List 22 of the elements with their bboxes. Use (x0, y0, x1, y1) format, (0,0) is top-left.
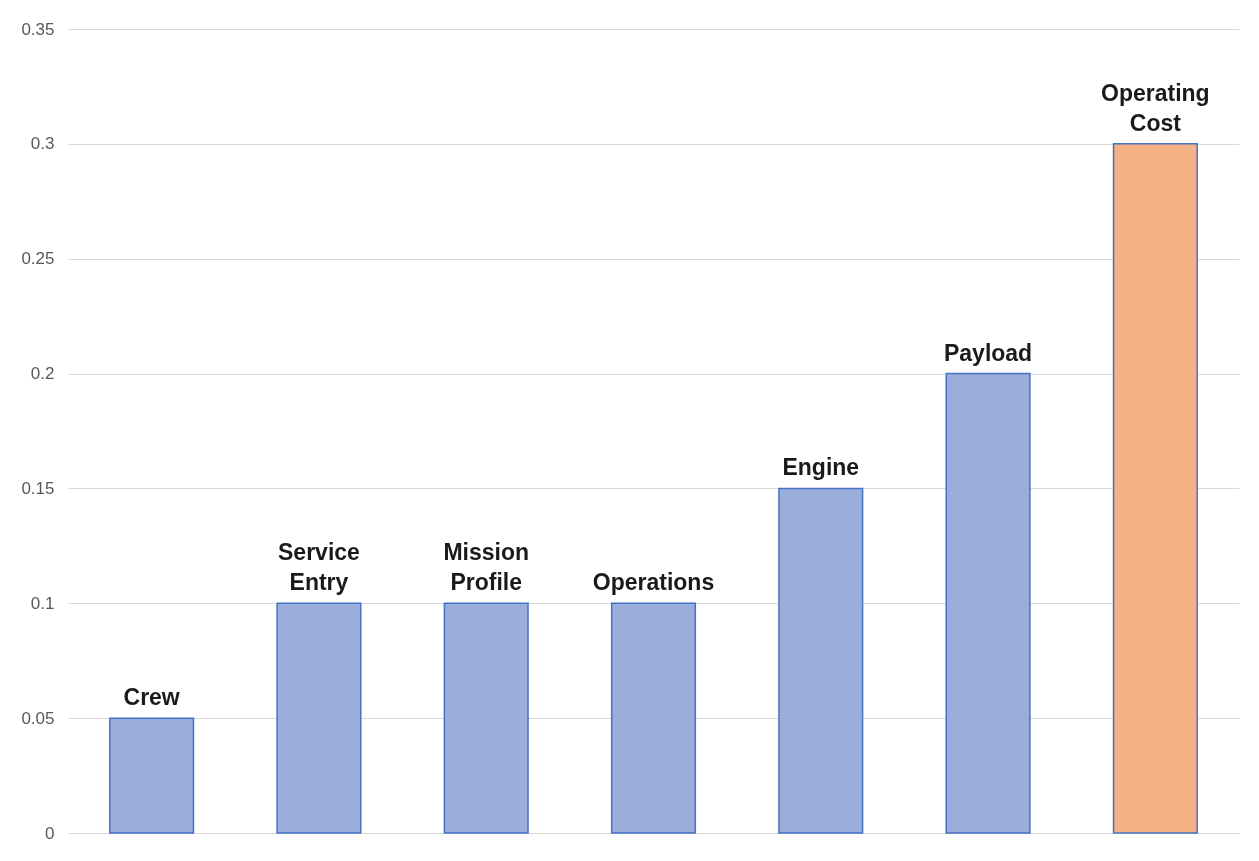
y-tick-label: 0.1 (30, 593, 55, 613)
bar (945, 372, 1031, 834)
bar (610, 602, 697, 834)
bar (1112, 143, 1198, 834)
x-tick-label: Engine (782, 454, 860, 481)
y-tick-label: 0.35 (21, 19, 55, 39)
bar (443, 602, 529, 834)
y-tick-label: 0.25 (21, 249, 55, 269)
bar (276, 602, 362, 834)
y-tick-label: 0 (45, 823, 55, 843)
x-tick-label: Payload (943, 339, 1033, 366)
y-tick-label: 0.05 (21, 708, 55, 728)
x-tick-label: Mission Profile (443, 539, 530, 596)
bar (778, 487, 864, 834)
bar (109, 717, 195, 834)
x-tick-label: Service Entry (278, 539, 360, 596)
y-tick-label: 0.15 (21, 478, 55, 498)
x-tick-label: Crew (123, 684, 180, 711)
x-tick-label: Operations (592, 569, 715, 596)
y-tick-label: 0.2 (30, 364, 55, 384)
x-tick-label: Operating Cost (1101, 79, 1210, 136)
y-tick-label: 0.3 (30, 134, 55, 154)
